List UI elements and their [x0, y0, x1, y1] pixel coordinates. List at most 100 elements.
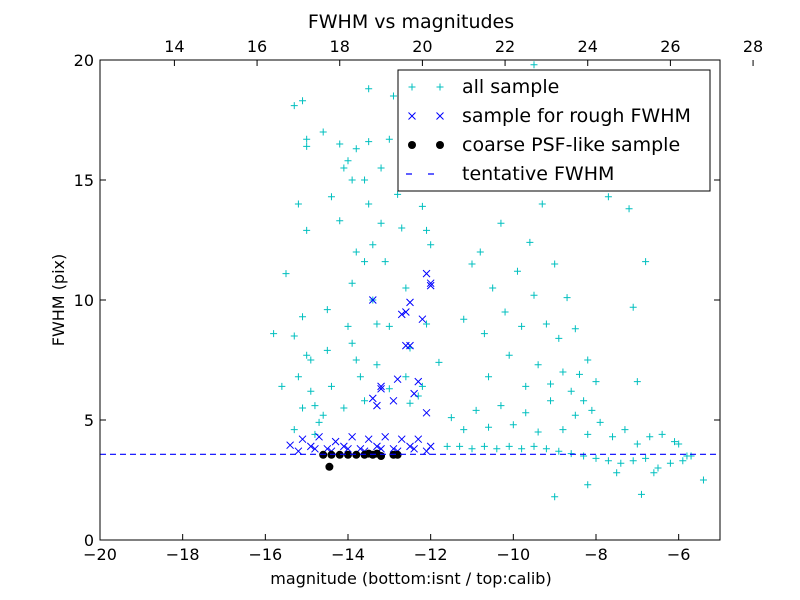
data-point-plus [666, 459, 674, 467]
data-point-x [364, 435, 373, 444]
data-point-x [368, 394, 377, 403]
data-point-plus [460, 426, 468, 434]
data-point-plus [497, 402, 505, 410]
data-point-x [422, 408, 431, 417]
data-point-plus [377, 164, 385, 172]
top-x-tick-label: 16 [247, 37, 267, 56]
data-point-plus [385, 135, 393, 143]
plot-frame [99, 59, 721, 541]
data-point-plus [522, 382, 530, 390]
y-tick-label: 0 [84, 531, 94, 550]
data-point-x [298, 435, 307, 444]
data-point-plus [402, 284, 410, 292]
data-point-circle [325, 462, 334, 471]
data-point-x [311, 444, 319, 453]
data-point-plus [327, 382, 335, 390]
data-point-plus [671, 438, 679, 446]
legend-x-marker-icon [408, 112, 444, 120]
x-tick-label: −16 [248, 545, 282, 564]
data-point-plus [385, 385, 393, 393]
data-point-plus [501, 308, 509, 316]
data-point-plus [290, 332, 298, 340]
top-x-tick-label: 22 [495, 37, 515, 56]
data-point-x [348, 432, 356, 441]
data-point-plus [290, 426, 298, 434]
data-point-plus [294, 200, 302, 208]
data-point-plus [542, 445, 550, 453]
data-point-plus [675, 440, 683, 448]
top-x-tick-label: 26 [660, 37, 680, 56]
data-point-plus [621, 426, 629, 434]
data-point-plus [319, 411, 327, 419]
x-tick-label: −6 [667, 545, 691, 564]
legend-label-tentative-fwhm: tentative FWHM [462, 163, 614, 185]
data-point-plus [294, 373, 302, 381]
data-point-x [377, 384, 385, 393]
data-point-plus [348, 339, 356, 347]
data-point-plus [327, 193, 335, 201]
data-point-plus [307, 387, 315, 395]
y-tick-label: 20 [74, 51, 94, 70]
data-point-plus [489, 284, 497, 292]
legend: all sample sample for rough FWHM coarse … [397, 69, 711, 192]
data-point-plus [679, 457, 687, 465]
data-point-x [294, 447, 303, 456]
data-point-plus [344, 322, 352, 330]
data-point-plus [361, 397, 369, 405]
data-point-plus [336, 217, 344, 225]
data-point-plus [447, 414, 455, 422]
data-point-plus [278, 382, 286, 390]
data-point-plus [629, 303, 637, 311]
data-point-plus [365, 85, 373, 93]
legend-marker [436, 83, 444, 91]
data-point-plus [547, 380, 555, 388]
data-point-plus [493, 445, 501, 453]
data-point-plus [526, 238, 534, 246]
y-tick-label: 15 [74, 171, 94, 190]
data-point-plus [485, 373, 493, 381]
data-point-plus [617, 459, 625, 467]
data-point-x [356, 444, 365, 453]
data-point-plus [699, 476, 707, 484]
data-point-x [406, 341, 414, 350]
data-point-plus [319, 128, 327, 136]
data-point-x [426, 442, 435, 451]
data-point-plus [323, 306, 331, 314]
data-point-plus [551, 260, 559, 268]
data-point-plus [580, 452, 588, 460]
legend-marker [408, 112, 416, 120]
data-point-plus [361, 258, 369, 266]
data-point-plus [497, 219, 505, 227]
data-point-circle [393, 450, 402, 459]
data-point-plus [534, 361, 542, 369]
data-point-x [389, 444, 398, 453]
y-tick-label: 5 [84, 411, 94, 430]
data-point-x [402, 308, 410, 316]
data-point-plus [299, 313, 307, 321]
data-point-plus [542, 320, 550, 328]
data-point-plus [509, 421, 517, 429]
data-point-x [373, 442, 381, 451]
chart-title: FWHM vs magnitudes [308, 11, 514, 33]
data-point-plus [311, 402, 319, 410]
data-point-plus [307, 356, 315, 364]
legend-marker [408, 83, 416, 91]
data-point-plus [315, 418, 323, 426]
data-point-plus [646, 433, 654, 441]
data-point-plus [290, 102, 298, 110]
top-x-tick-label: 14 [164, 37, 184, 56]
legend-plus-marker-icon [408, 83, 444, 91]
data-point-plus [373, 361, 381, 369]
x-tick-label: −12 [414, 545, 448, 564]
data-point-plus [530, 291, 538, 299]
data-point-plus [613, 469, 621, 477]
data-point-plus [402, 373, 410, 381]
data-point-x [393, 375, 402, 384]
data-point-circle [344, 450, 352, 459]
data-point-plus [518, 445, 526, 453]
data-point-plus [555, 447, 563, 455]
data-point-plus [385, 322, 393, 330]
data-point-plus [423, 226, 431, 234]
y-axis-label: FWHM (pix) [49, 254, 68, 347]
